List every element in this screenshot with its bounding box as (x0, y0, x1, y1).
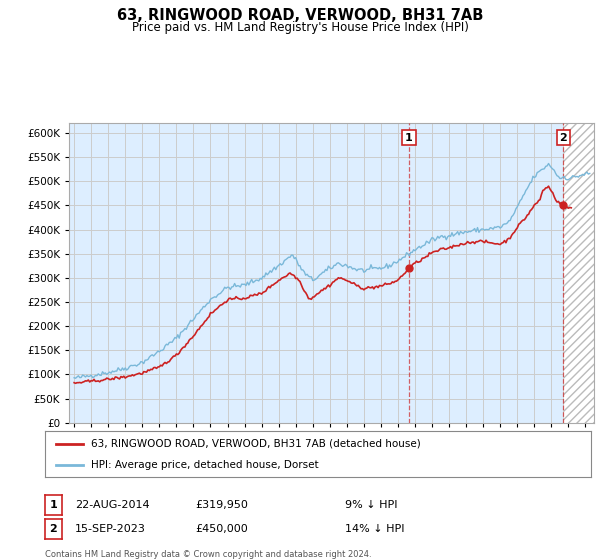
Text: HPI: Average price, detached house, Dorset: HPI: Average price, detached house, Dors… (91, 460, 319, 470)
Line: 63, RINGWOOD ROAD, VERWOOD, BH31 7AB (detached house): 63, RINGWOOD ROAD, VERWOOD, BH31 7AB (de… (74, 186, 571, 383)
HPI: Average price, detached house, Dorset: (2e+03, 1.23e+05): Average price, detached house, Dorset: (… (140, 360, 148, 367)
63, RINGWOOD ROAD, VERWOOD, BH31 7AB (detached house) (271, 281, 278, 287)
HPI: Average price, detached house, Dorset: (2.02e+03, 3.86e+05): Average price, detached house, Dorset: (… (434, 233, 442, 240)
63, RINGWOOD ROAD, VERWOOD, BH31 7AB (detached house) (307, 295, 314, 302)
63, RINGWOOD ROAD, VERWOOD, BH31 7AB (detached house) (72, 380, 79, 386)
63, RINGWOOD ROAD, VERWOOD, BH31 7AB (detached house) (305, 295, 312, 302)
HPI: Average price, detached house, Dorset: (2e+03, 9.32e+04): Average price, detached house, Dorset: (… (71, 375, 78, 381)
Text: 1: 1 (405, 133, 413, 143)
Line: HPI: Average price, detached house, Dorset: HPI: Average price, detached house, Dors… (74, 164, 590, 378)
Text: 22-AUG-2014: 22-AUG-2014 (75, 500, 149, 510)
Text: Contains HM Land Registry data © Crown copyright and database right 2024.
This d: Contains HM Land Registry data © Crown c… (45, 550, 371, 560)
Text: 63, RINGWOOD ROAD, VERWOOD, BH31 7AB: 63, RINGWOOD ROAD, VERWOOD, BH31 7AB (117, 8, 483, 24)
63, RINGWOOD ROAD, VERWOOD, BH31 7AB (detached house) (517, 220, 524, 227)
HPI: Average price, detached house, Dorset: (2e+03, 9.22e+04): Average price, detached house, Dorset: (… (72, 375, 79, 381)
Text: £319,950: £319,950 (195, 500, 248, 510)
Text: £450,000: £450,000 (195, 524, 248, 534)
Text: 2: 2 (50, 524, 57, 534)
63, RINGWOOD ROAD, VERWOOD, BH31 7AB (detached house) (545, 183, 552, 189)
63, RINGWOOD ROAD, VERWOOD, BH31 7AB (detached house) (568, 204, 575, 211)
Text: 9% ↓ HPI: 9% ↓ HPI (345, 500, 398, 510)
63, RINGWOOD ROAD, VERWOOD, BH31 7AB (detached house) (491, 240, 498, 247)
HPI: Average price, detached house, Dorset: (2e+03, 9.89e+04): Average price, detached house, Dorset: (… (79, 372, 86, 379)
HPI: Average price, detached house, Dorset: (2.02e+03, 5.37e+05): Average price, detached house, Dorset: (… (545, 160, 552, 167)
Text: 14% ↓ HPI: 14% ↓ HPI (345, 524, 404, 534)
Text: 15-SEP-2023: 15-SEP-2023 (75, 524, 146, 534)
HPI: Average price, detached house, Dorset: (2.03e+03, 5.16e+05): Average price, detached house, Dorset: (… (586, 170, 593, 177)
Text: Price paid vs. HM Land Registry's House Price Index (HPI): Price paid vs. HM Land Registry's House … (131, 21, 469, 34)
Bar (563, 123, 594, 423)
Text: 2: 2 (560, 133, 568, 143)
Bar (563, 123, 594, 423)
Text: 1: 1 (50, 500, 57, 510)
Text: 63, RINGWOOD ROAD, VERWOOD, BH31 7AB (detached house): 63, RINGWOOD ROAD, VERWOOD, BH31 7AB (de… (91, 438, 421, 449)
63, RINGWOOD ROAD, VERWOOD, BH31 7AB (detached house) (71, 379, 78, 386)
HPI: Average price, detached house, Dorset: (2e+03, 9.81e+04): Average price, detached house, Dorset: (… (92, 372, 99, 379)
HPI: Average price, detached house, Dorset: (2e+03, 9.73e+04): Average price, detached house, Dorset: (… (75, 372, 82, 379)
HPI: Average price, detached house, Dorset: (2e+03, 2.44e+05): Average price, detached house, Dorset: (… (203, 301, 210, 308)
63, RINGWOOD ROAD, VERWOOD, BH31 7AB (detached house) (325, 282, 332, 288)
